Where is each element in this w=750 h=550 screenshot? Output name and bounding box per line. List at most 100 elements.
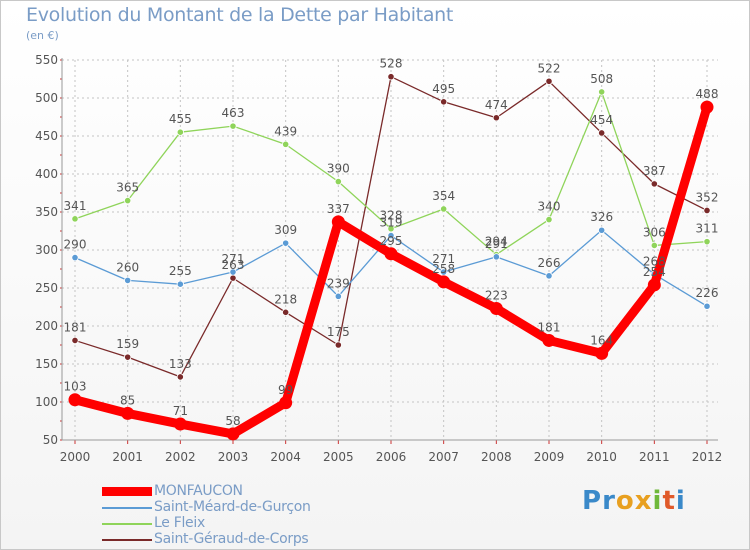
data-label: 99 — [278, 383, 293, 397]
data-point — [229, 122, 237, 130]
x-tick-label: 2011 — [639, 450, 670, 464]
data-label: 474 — [485, 98, 508, 112]
data-point — [68, 393, 82, 407]
x-tick-label: 2007 — [428, 450, 459, 464]
data-label: 181 — [538, 320, 561, 334]
data-label: 488 — [696, 87, 719, 101]
x-tick-label: 2008 — [481, 450, 512, 464]
data-label: 71 — [173, 404, 188, 418]
data-point — [542, 333, 556, 347]
chart-title: Evolution du Montant de la Dette par Hab… — [26, 4, 454, 26]
data-label: 455 — [169, 112, 192, 126]
data-point — [700, 100, 714, 114]
data-label: 218 — [274, 292, 297, 306]
data-label: 354 — [432, 189, 455, 203]
data-point — [279, 396, 293, 410]
y-tick-label: 100 — [35, 395, 58, 409]
y-tick-label: 200 — [35, 319, 58, 333]
data-label: 263 — [222, 258, 245, 272]
data-label: 239 — [327, 276, 350, 290]
data-label: 294 — [485, 235, 508, 249]
legend-swatch-saint-geraud — [102, 539, 152, 541]
x-tick-label: 2004 — [270, 450, 301, 464]
data-label: 255 — [169, 264, 192, 278]
data-point — [703, 302, 711, 310]
data-point — [492, 114, 500, 122]
data-label: 337 — [327, 202, 350, 216]
x-tick-label: 2009 — [534, 450, 565, 464]
y-tick-label: 500 — [35, 91, 58, 105]
data-label: 387 — [643, 164, 666, 178]
data-point — [121, 406, 135, 420]
legend-swatch-le-fleix — [102, 523, 152, 525]
data-point — [173, 417, 187, 431]
y-tick-label: 350 — [35, 205, 58, 219]
data-label: 103 — [64, 380, 87, 394]
data-point — [440, 268, 448, 276]
data-label: 266 — [538, 256, 561, 270]
y-tick-label: 450 — [35, 129, 58, 143]
data-point — [703, 206, 711, 215]
data-label: 268 — [643, 254, 666, 268]
data-point — [545, 77, 553, 85]
data-label: 85 — [120, 393, 135, 407]
data-label: 58 — [225, 414, 240, 428]
data-point — [440, 205, 448, 213]
data-label: 522 — [538, 61, 561, 75]
data-point — [334, 341, 342, 349]
logo-letter: i — [675, 486, 686, 516]
logo-letter: o — [615, 486, 635, 516]
data-point — [650, 241, 658, 250]
data-point — [176, 280, 184, 288]
x-tick-label: 2010 — [586, 450, 617, 464]
data-point — [598, 88, 606, 96]
x-tick-label: 2005 — [323, 450, 354, 464]
data-label: 495 — [432, 82, 455, 96]
data-point — [176, 128, 184, 136]
x-tick-label: 2003 — [218, 450, 249, 464]
data-label: 454 — [590, 113, 613, 127]
data-point — [331, 215, 345, 229]
x-tick-label: 2006 — [376, 450, 407, 464]
legend-swatch-saint-meard — [102, 507, 152, 509]
data-point — [124, 353, 132, 361]
data-point — [489, 302, 503, 316]
data-label: 181 — [64, 320, 87, 334]
data-point — [71, 336, 79, 345]
data-label: 309 — [274, 223, 297, 237]
data-point — [387, 225, 395, 233]
data-point — [598, 226, 606, 234]
y-tick-label: 550 — [35, 53, 58, 67]
data-point — [545, 272, 553, 280]
y-tick-label: 150 — [35, 357, 58, 371]
data-label: 260 — [116, 260, 139, 274]
data-point — [334, 292, 342, 300]
data-label: 271 — [222, 252, 245, 266]
data-point — [226, 427, 240, 441]
data-label: 223 — [485, 289, 508, 303]
data-label: 254 — [643, 265, 666, 279]
legend-label-le-fleix: Le Fleix — [154, 515, 205, 531]
x-tick-label: 2012 — [692, 450, 723, 464]
legend-label-saint-meard: Saint-Méard-de-Gurçon — [154, 499, 311, 515]
data-label: 295 — [380, 234, 403, 248]
y-tick-label: 50 — [43, 433, 58, 447]
data-point — [387, 73, 395, 81]
logo-letter: t — [662, 486, 676, 516]
data-label: 271 — [432, 252, 455, 266]
data-label: 306 — [643, 225, 666, 239]
legend-swatch-monfaucon — [102, 487, 152, 496]
data-label: 159 — [116, 337, 139, 351]
x-tick-label: 2000 — [60, 450, 91, 464]
data-label: 328 — [380, 209, 403, 223]
data-point — [124, 197, 132, 205]
data-point — [229, 274, 237, 282]
data-label: 175 — [327, 325, 350, 339]
data-label: 226 — [696, 286, 719, 300]
data-point — [703, 238, 711, 246]
data-label: 290 — [64, 238, 87, 252]
logo-letter: r — [602, 486, 616, 516]
y-tick-label: 300 — [35, 243, 58, 257]
